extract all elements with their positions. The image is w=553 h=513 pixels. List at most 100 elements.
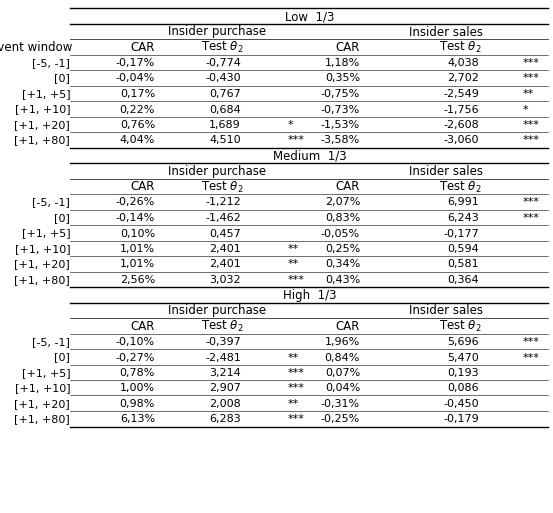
Text: **: ** <box>523 89 534 99</box>
Text: 5,696: 5,696 <box>447 337 479 347</box>
Text: -0,75%: -0,75% <box>321 89 360 99</box>
Text: ***: *** <box>523 120 540 130</box>
Text: 3,032: 3,032 <box>210 275 241 285</box>
Text: 5,470: 5,470 <box>447 352 479 363</box>
Text: 2,401: 2,401 <box>209 260 241 269</box>
Text: 1,689: 1,689 <box>209 120 241 130</box>
Text: [+1, +20]: [+1, +20] <box>14 399 70 409</box>
Text: -0,10%: -0,10% <box>116 337 155 347</box>
Text: ***: *** <box>523 135 540 146</box>
Text: [+1, +10]: [+1, +10] <box>14 384 70 393</box>
Text: 0,04%: 0,04% <box>325 384 360 393</box>
Text: 0,83%: 0,83% <box>325 213 360 223</box>
Text: -0,179: -0,179 <box>444 415 479 424</box>
Text: Test $\theta_2$: Test $\theta_2$ <box>201 40 244 55</box>
Text: **: ** <box>288 399 299 409</box>
Text: 0,78%: 0,78% <box>119 368 155 378</box>
Text: [-5, -1]: [-5, -1] <box>33 337 70 347</box>
Text: -2,608: -2,608 <box>444 120 479 130</box>
Text: CAR: CAR <box>336 41 360 54</box>
Text: ***: *** <box>288 415 305 424</box>
Text: -0,450: -0,450 <box>444 399 479 409</box>
Text: -0,397: -0,397 <box>205 337 241 347</box>
Text: -0,177: -0,177 <box>444 228 479 239</box>
Text: -0,31%: -0,31% <box>321 399 360 409</box>
Text: -1,212: -1,212 <box>205 198 241 207</box>
Text: ***: *** <box>523 337 540 347</box>
Text: Insider sales: Insider sales <box>409 305 483 318</box>
Text: Insider purchase: Insider purchase <box>168 26 267 38</box>
Text: 6,13%: 6,13% <box>120 415 155 424</box>
Text: CAR: CAR <box>131 41 155 54</box>
Text: 3,214: 3,214 <box>209 368 241 378</box>
Text: 2,702: 2,702 <box>447 73 479 84</box>
Text: CAR: CAR <box>131 320 155 333</box>
Text: **: ** <box>288 260 299 269</box>
Text: ***: *** <box>288 368 305 378</box>
Text: Test $\theta_2$: Test $\theta_2$ <box>201 319 244 334</box>
Text: 0,84%: 0,84% <box>325 352 360 363</box>
Text: 1,00%: 1,00% <box>120 384 155 393</box>
Text: 1,01%: 1,01% <box>120 260 155 269</box>
Text: -0,05%: -0,05% <box>321 228 360 239</box>
Text: 0,684: 0,684 <box>209 105 241 114</box>
Text: [-5, -1]: [-5, -1] <box>33 198 70 207</box>
Text: ***: *** <box>523 73 540 84</box>
Text: -0,14%: -0,14% <box>116 213 155 223</box>
Text: 0,34%: 0,34% <box>325 260 360 269</box>
Text: Test $\theta_2$: Test $\theta_2$ <box>439 319 482 334</box>
Text: 0,17%: 0,17% <box>120 89 155 99</box>
Text: [0]: [0] <box>54 352 70 363</box>
Text: 4,04%: 4,04% <box>119 135 155 146</box>
Text: Test $\theta_2$: Test $\theta_2$ <box>439 180 482 194</box>
Text: ***: *** <box>288 384 305 393</box>
Text: [+1, +5]: [+1, +5] <box>22 368 70 378</box>
Text: -3,060: -3,060 <box>444 135 479 146</box>
Text: 1,96%: 1,96% <box>325 337 360 347</box>
Text: 0,35%: 0,35% <box>325 73 360 84</box>
Text: **: ** <box>288 244 299 254</box>
Text: Insider sales: Insider sales <box>409 165 483 178</box>
Text: 0,581: 0,581 <box>447 260 479 269</box>
Text: [0]: [0] <box>54 73 70 84</box>
Text: 1,18%: 1,18% <box>325 58 360 68</box>
Text: Medium  1/3: Medium 1/3 <box>273 149 347 163</box>
Text: Insider purchase: Insider purchase <box>168 165 267 178</box>
Text: Event window: Event window <box>0 41 72 54</box>
Text: 2,401: 2,401 <box>209 244 241 254</box>
Text: -1,53%: -1,53% <box>321 120 360 130</box>
Text: -2,481: -2,481 <box>205 352 241 363</box>
Text: [+1, +5]: [+1, +5] <box>22 89 70 99</box>
Text: *: * <box>288 120 294 130</box>
Text: -0,774: -0,774 <box>205 58 241 68</box>
Text: 1,01%: 1,01% <box>120 244 155 254</box>
Text: 0,767: 0,767 <box>209 89 241 99</box>
Text: -0,430: -0,430 <box>205 73 241 84</box>
Text: Insider purchase: Insider purchase <box>168 305 267 318</box>
Text: 0,457: 0,457 <box>209 228 241 239</box>
Text: [0]: [0] <box>54 213 70 223</box>
Text: High  1/3: High 1/3 <box>283 289 336 302</box>
Text: -0,25%: -0,25% <box>321 415 360 424</box>
Text: [+1, +20]: [+1, +20] <box>14 120 70 130</box>
Text: [+1, +5]: [+1, +5] <box>22 228 70 239</box>
Text: [+1, +80]: [+1, +80] <box>14 135 70 146</box>
Text: 2,008: 2,008 <box>209 399 241 409</box>
Text: 0,98%: 0,98% <box>119 399 155 409</box>
Text: ***: *** <box>288 135 305 146</box>
Text: Test $\theta_2$: Test $\theta_2$ <box>201 180 244 194</box>
Text: -0,26%: -0,26% <box>116 198 155 207</box>
Text: [+1, +80]: [+1, +80] <box>14 415 70 424</box>
Text: -0,27%: -0,27% <box>116 352 155 363</box>
Text: -1,756: -1,756 <box>444 105 479 114</box>
Text: 0,086: 0,086 <box>447 384 479 393</box>
Text: 0,193: 0,193 <box>447 368 479 378</box>
Text: 4,038: 4,038 <box>447 58 479 68</box>
Text: [+1, +80]: [+1, +80] <box>14 275 70 285</box>
Text: -3,58%: -3,58% <box>321 135 360 146</box>
Text: 0,25%: 0,25% <box>325 244 360 254</box>
Text: CAR: CAR <box>336 181 360 193</box>
Text: [+1, +10]: [+1, +10] <box>14 244 70 254</box>
Text: [+1, +10]: [+1, +10] <box>14 105 70 114</box>
Text: [-5, -1]: [-5, -1] <box>33 58 70 68</box>
